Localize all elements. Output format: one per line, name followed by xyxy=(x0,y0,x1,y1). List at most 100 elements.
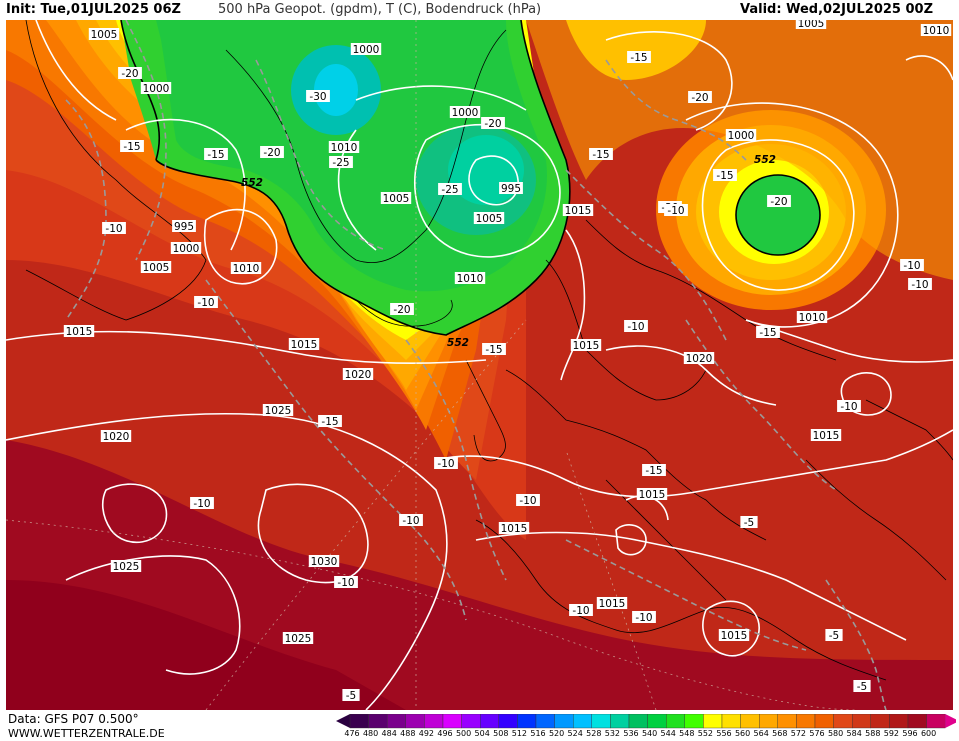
svg-text:995: 995 xyxy=(174,221,194,233)
legend-tick-label: 564 xyxy=(753,729,769,738)
legend-swatch xyxy=(759,714,779,729)
svg-text:1010: 1010 xyxy=(331,142,358,154)
legend-tick-label: 548 xyxy=(679,729,695,738)
svg-text:1010: 1010 xyxy=(457,273,484,285)
legend-tick-label: 592 xyxy=(883,729,900,738)
legend-tick-label: 552 xyxy=(697,729,714,738)
temperature-label: -10 xyxy=(664,204,688,217)
color-legend xyxy=(336,714,956,730)
temperature-label: -15 xyxy=(642,464,666,477)
svg-text:1005: 1005 xyxy=(476,213,503,225)
pressure-label: 1015 xyxy=(570,339,602,352)
pressure-label: 1000 xyxy=(140,82,172,95)
pressure-label: 1025 xyxy=(262,404,294,417)
temperature-label: -25 xyxy=(329,156,353,169)
svg-text:1015: 1015 xyxy=(573,340,600,352)
legend-swatch xyxy=(554,714,574,729)
svg-text:-20: -20 xyxy=(484,118,501,130)
legend-tick-label: 572 xyxy=(790,729,807,738)
pressure-label: 1010 xyxy=(796,311,828,324)
pressure-label: 995 xyxy=(172,220,196,233)
svg-text:-15: -15 xyxy=(716,170,733,182)
legend-swatch xyxy=(387,714,407,729)
legend-tick-label: 520 xyxy=(548,729,565,738)
legend-tick-label: 508 xyxy=(493,729,509,738)
pressure-label: 1015 xyxy=(596,597,628,610)
svg-text:1015: 1015 xyxy=(66,326,93,338)
temperature-label: -15 xyxy=(318,415,342,428)
temperature-label: -20 xyxy=(260,146,284,159)
website-link[interactable]: WWW.WETTERZENTRALE.DE xyxy=(8,727,165,740)
temperature-label: -5 xyxy=(342,689,360,702)
pressure-label: 1005 xyxy=(380,192,412,205)
map-title: 500 hPa Geopot. (gpdm), T (C), Bodendruc… xyxy=(218,2,542,17)
legend-swatch xyxy=(647,714,667,729)
temperature-label: -15 xyxy=(756,326,780,339)
contour-552-labels: 552 552 552 xyxy=(241,154,776,349)
svg-text:1000: 1000 xyxy=(353,44,380,56)
svg-text:-5: -5 xyxy=(829,630,839,642)
svg-text:-10: -10 xyxy=(635,612,652,624)
temperature-labels: -20 -15 -15 -20 -25 -30 -20 -25 -15 -10 -15 -10 -10 -… xyxy=(102,51,932,702)
svg-text:1025: 1025 xyxy=(113,561,140,573)
legend-tick-label: 544 xyxy=(660,729,676,738)
legend-swatch xyxy=(833,714,853,729)
legend-swatch xyxy=(926,714,946,729)
svg-text:1015: 1015 xyxy=(599,598,626,610)
contour-552-label: 552 xyxy=(447,337,469,349)
contour-552-east xyxy=(735,174,821,256)
legend-swatch xyxy=(349,714,369,729)
legend-tick-label: 512 xyxy=(511,729,528,738)
legend-tick-label: 528 xyxy=(586,729,602,738)
svg-text:-10: -10 xyxy=(105,223,122,235)
pressure-label: 1010 xyxy=(230,262,262,275)
data-source: Data: GFS P07 0.500° xyxy=(8,712,139,726)
legend-tick-label: 600 xyxy=(920,729,937,738)
low-north-inner xyxy=(314,64,358,116)
svg-text:-15: -15 xyxy=(592,149,609,161)
legend-tick-label: 496 xyxy=(437,729,453,738)
temperature-label: -5 xyxy=(853,680,871,693)
svg-text:-15: -15 xyxy=(630,52,647,64)
legend-tick-label: 532 xyxy=(604,729,621,738)
temperature-label: -10 xyxy=(837,400,861,413)
svg-text:1025: 1025 xyxy=(265,405,292,417)
svg-text:-5: -5 xyxy=(346,690,356,702)
pressure-label: 1005 xyxy=(88,28,120,41)
legend-tick-label: 504 xyxy=(474,729,490,738)
legend-tick-label: 580 xyxy=(827,729,844,738)
pressure-label: 1015 xyxy=(718,629,750,642)
legend-swatch xyxy=(610,714,630,729)
temperature-label: -10 xyxy=(194,296,218,309)
contour-552-label: 552 xyxy=(754,154,776,166)
temperature-label: -15 xyxy=(589,148,613,161)
svg-text:-5: -5 xyxy=(744,517,754,529)
legend-tick-label: 492 xyxy=(418,729,435,738)
svg-text:-15: -15 xyxy=(207,149,224,161)
svg-text:1000: 1000 xyxy=(143,83,170,95)
temperature-label: -10 xyxy=(334,576,358,589)
pressure-label: 1000 xyxy=(350,43,382,56)
temperature-label: -10 xyxy=(102,222,126,235)
svg-text:1000: 1000 xyxy=(452,107,479,119)
legend-swatch xyxy=(870,714,890,729)
temperature-label: -10 xyxy=(190,497,214,510)
legend-swatch xyxy=(461,714,481,729)
legend-swatch xyxy=(405,714,425,729)
header-bar: Init: Tue,01JUL2025 06Z 500 hPa Geopot. … xyxy=(0,0,959,20)
temperature-label: -20 xyxy=(118,67,142,80)
legend-swatch xyxy=(368,714,388,729)
legend-swatch xyxy=(852,714,872,729)
pressure-label: 1030 xyxy=(308,555,340,568)
northeast-orange xyxy=(526,20,953,280)
svg-text:1000: 1000 xyxy=(728,130,755,142)
temperature-label: -15 xyxy=(627,51,651,64)
svg-text:-10: -10 xyxy=(193,498,210,510)
legend-swatch xyxy=(479,714,499,729)
temperature-label: -20 xyxy=(481,117,505,130)
svg-text:1005: 1005 xyxy=(143,262,170,274)
temperature-label: -10 xyxy=(908,278,932,291)
legend-tick-label: 524 xyxy=(567,729,583,738)
svg-text:1030: 1030 xyxy=(311,556,338,568)
